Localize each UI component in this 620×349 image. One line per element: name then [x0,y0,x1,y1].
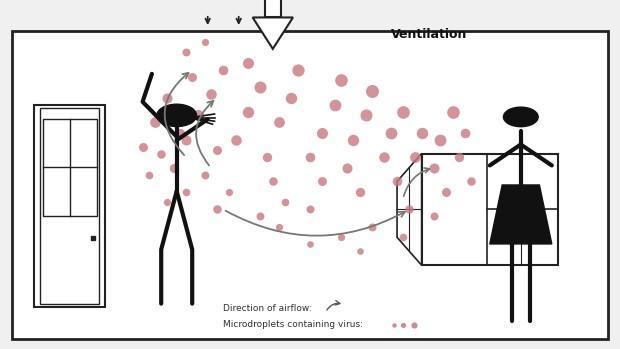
Point [262,154,272,160]
Point [355,189,365,195]
Point [255,214,265,219]
Point [330,102,340,107]
Point [156,151,166,156]
Bar [34,105,105,307]
Point [218,67,228,73]
Point [466,179,476,184]
Point [193,112,203,118]
Point [336,235,346,240]
Point [379,154,389,160]
Point [224,189,234,195]
Point [162,200,172,205]
Point [175,130,185,135]
Point [144,172,154,177]
Point [317,130,327,135]
Point [342,165,352,170]
Point [280,200,290,205]
Point [386,130,396,135]
Text: Direction of airflow:: Direction of airflow: [223,304,312,313]
Bar [12,31,608,339]
Point [293,67,303,73]
Point [150,119,160,125]
Point [243,60,253,66]
Point [367,224,377,230]
Bar [43,119,97,216]
Point [348,137,358,142]
Point [212,207,222,212]
Point [398,322,408,327]
Point [181,137,191,142]
Point [268,179,278,184]
Point [361,112,371,118]
Point [367,88,377,94]
Point [398,109,408,114]
Point [398,235,408,240]
Point [255,84,265,90]
Point [181,189,191,195]
Circle shape [157,104,197,127]
Point [181,50,191,55]
Point [389,322,399,327]
Point [454,154,464,160]
Point [460,130,470,135]
Point [429,165,439,170]
Circle shape [503,107,538,127]
Point [200,172,210,177]
Point [274,224,284,230]
Point [231,137,241,142]
Point [274,119,284,125]
Text: Ventilation: Ventilation [391,28,467,42]
Point [435,137,445,142]
Point [317,179,327,184]
Point [138,144,148,149]
Point [305,242,315,247]
Text: Microdroplets containing virus:: Microdroplets containing virus: [223,320,363,329]
Point [410,154,420,160]
Polygon shape [490,185,552,244]
Point [355,248,365,254]
Point [417,130,427,135]
Point [243,109,253,114]
Point [392,179,402,184]
Point [187,74,197,80]
Polygon shape [253,17,293,49]
Point [305,154,315,160]
Point [169,165,179,170]
Point [206,91,216,97]
Point [212,147,222,153]
Point [200,39,210,45]
Point [404,207,414,212]
Point [429,214,439,219]
Point [305,207,315,212]
Point [448,109,458,114]
Point [336,77,346,83]
Bar [40,108,99,304]
Point [409,322,419,327]
Bar [265,0,280,17]
Polygon shape [397,154,422,265]
Point [441,189,451,195]
Point [286,95,296,101]
Bar [422,154,558,265]
Point [162,95,172,101]
